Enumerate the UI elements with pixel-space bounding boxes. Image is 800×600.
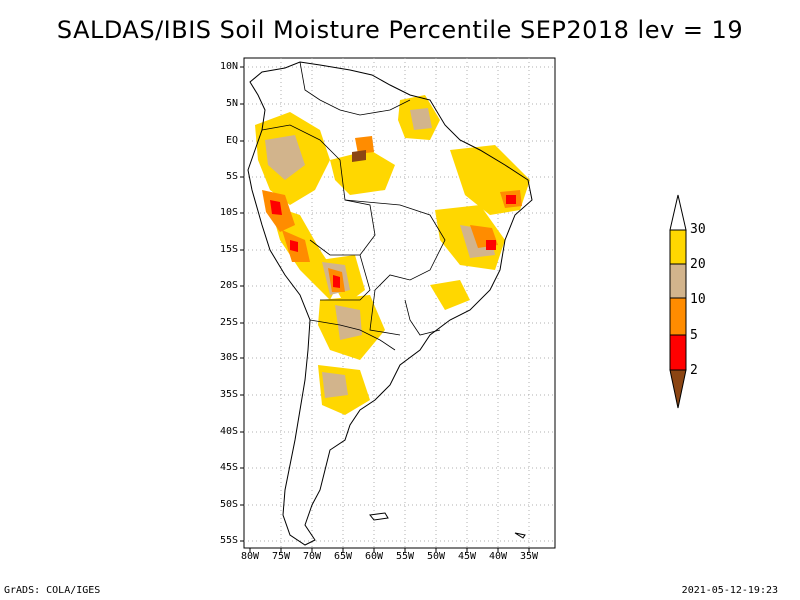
lat-label: 15S [219,244,238,255]
lon-label: 35W [519,551,539,562]
lat-label: EQ [225,135,238,146]
map-frame [243,57,556,549]
colorbar-20-30 [669,229,687,265]
colorbar-label: 5 [690,328,698,343]
shade-2-5-northeast [506,195,516,204]
shade-10-20-peru [265,135,305,180]
lon-label: 45W [457,551,477,562]
colorbar-label: 20 [690,257,706,272]
coastline [247,61,533,546]
colorbar-above-30 [669,194,687,231]
lon-label: 70W [302,551,322,562]
colorbar [669,194,687,409]
colorbar-5-10 [669,297,687,336]
colorbar-label: 30 [690,222,706,237]
colorbar-2-5 [669,334,687,371]
lat-label: 40S [219,426,238,437]
footer-credit: GrADS: COLA/IGES [4,585,101,596]
lon-label: 50W [426,551,446,562]
colorbar-label: 10 [690,292,706,307]
lat-label: 35S [219,389,238,400]
country-borders [261,61,446,351]
lat-label: 30S [219,352,238,363]
shade-2-5-andes [290,240,298,252]
shade-10-20-north [410,108,432,130]
lon-label: 60W [364,551,384,562]
lon-label: 65W [333,551,353,562]
colorbar-label: 2 [690,363,698,378]
shade-20-30-amazon-central [330,150,395,195]
map-title: SALDAS/IBIS Soil Moisture Percentile SEP… [56,16,744,44]
lat-label: 45S [219,462,238,473]
shade-2-5-peru [270,200,282,215]
lat-label: 50S [219,499,238,510]
colorbar-10-20 [669,263,687,299]
lon-label: 40W [488,551,508,562]
colorbar-below-2 [669,369,687,409]
shade-10-20-paraguay [335,305,362,340]
lon-label: 75W [271,551,291,562]
lat-label: 10N [219,61,238,72]
small-island [514,532,526,539]
shade-below-2-amazon [352,150,366,162]
lat-label: 20S [219,280,238,291]
shade-10-20-argentina [322,372,348,398]
lat-label: 25S [219,317,238,328]
lon-label: 80W [240,551,260,562]
soil-moisture-field [255,95,530,415]
shade-5-10-north [355,136,374,154]
lat-label: 10S [219,207,238,218]
lat-label: 5S [225,171,238,182]
graticule [244,58,555,548]
footer-timestamp: 2021-05-12-19:23 [681,585,778,596]
axis-ticks [240,66,530,552]
shade-2-5-bolivia [333,275,340,288]
falkland-islands [369,512,389,521]
shade-2-5-east [486,240,496,250]
lat-label: 55S [219,535,238,546]
lat-label: 5N [225,98,238,109]
lon-label: 55W [395,551,415,562]
shade-20-30-scatter-se [430,280,470,310]
